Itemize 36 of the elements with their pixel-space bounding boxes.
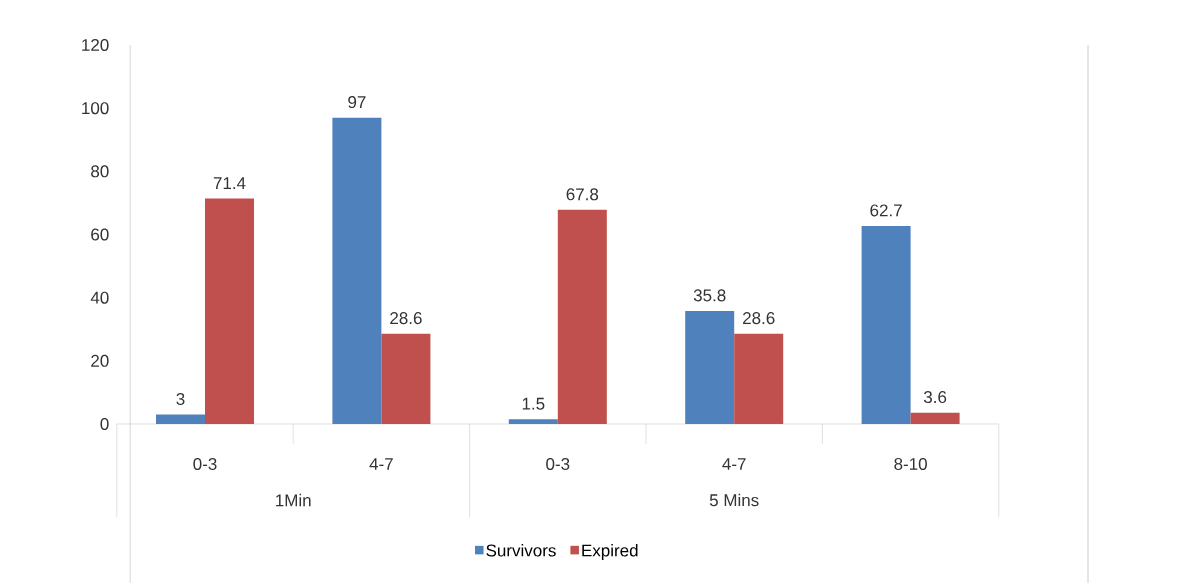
bar (685, 310, 735, 424)
y-tick-label: 60 (91, 228, 109, 241)
text: 1Min (276, 493, 311, 506)
text: 5 Mins (709, 493, 759, 507)
data-label: 28.6 (743, 311, 775, 324)
bar (381, 333, 431, 424)
x-tick-label: 4-7 (369, 457, 393, 470)
data-label: 71.4 (213, 177, 246, 189)
bar (861, 225, 911, 424)
x-tick-label: 0-3 (193, 457, 217, 470)
data-label: 3 (176, 392, 185, 405)
y-tick-label: 40 (90, 291, 109, 304)
bar (910, 412, 960, 424)
data-label: 62.7 (870, 204, 902, 217)
bar (508, 419, 558, 424)
y-tick-label: 100 (82, 101, 109, 114)
data-label: 1.5 (522, 397, 545, 410)
bar (156, 414, 206, 424)
data-label: 67.8 (566, 188, 599, 201)
x-tick-label: 0-3 (546, 457, 570, 470)
y-tick-label: 20 (91, 354, 109, 367)
y-tick-label: 120 (82, 38, 109, 51)
data-label: 97 (348, 95, 366, 108)
bar (332, 117, 382, 424)
y-tick-label: 0 (100, 417, 109, 430)
y-tick-label: 80 (91, 165, 109, 178)
data-label: 35.8 (693, 289, 726, 302)
data-label: 3.6 (923, 390, 947, 403)
legend-label: Survivors (486, 543, 556, 557)
bar (734, 333, 784, 424)
legend-label: Expired (582, 543, 638, 560)
x-tick-label: 8-10 (894, 457, 927, 470)
bar (557, 209, 607, 424)
data-label: 28.6 (390, 311, 422, 324)
bar (205, 198, 255, 424)
x-tick-label: 4-7 (722, 457, 746, 470)
